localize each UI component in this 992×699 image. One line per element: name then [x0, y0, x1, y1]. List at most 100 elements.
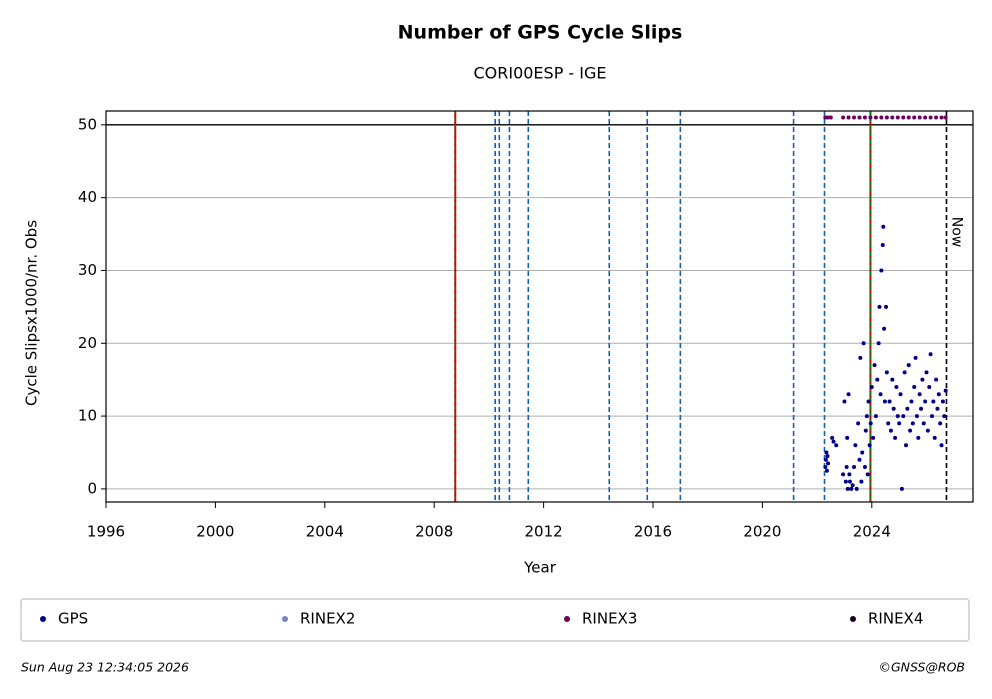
data-point — [867, 443, 872, 448]
x-tick-label: 2024 — [853, 523, 891, 541]
x-tick-label: 2000 — [196, 523, 234, 541]
data-point — [943, 388, 948, 393]
legend-label: RINEX2 — [300, 610, 355, 628]
data-point — [917, 392, 922, 397]
data-point — [921, 421, 926, 426]
chart-subtitle: CORI00ESP - IGE — [473, 64, 606, 83]
legend-marker — [564, 616, 570, 622]
legend-label: RINEX3 — [582, 610, 637, 628]
data-point — [844, 465, 849, 470]
y-tick-label: 0 — [87, 479, 97, 497]
data-point — [895, 414, 900, 419]
data-point — [826, 461, 831, 466]
data-point — [890, 377, 895, 382]
x-axis-label: Year — [523, 559, 557, 577]
data-point — [861, 341, 866, 346]
data-point — [928, 115, 933, 120]
data-point — [924, 370, 929, 375]
data-point — [880, 242, 885, 247]
data-point — [865, 472, 870, 477]
data-point — [934, 115, 939, 120]
y-tick-label: 40 — [78, 188, 97, 206]
data-point — [894, 384, 899, 389]
data-point — [917, 115, 922, 120]
data-point — [884, 304, 889, 309]
data-point — [824, 468, 829, 473]
data-point — [881, 224, 886, 229]
data-point — [871, 435, 876, 440]
data-point — [858, 355, 863, 360]
data-point — [886, 421, 891, 426]
data-point — [931, 399, 936, 404]
plot-frame — [105, 110, 974, 503]
data-point — [912, 384, 917, 389]
data-point — [842, 399, 847, 404]
data-point — [879, 268, 884, 273]
legend-marker — [850, 616, 856, 622]
data-point — [857, 115, 862, 120]
data-point — [940, 399, 945, 404]
data-point — [936, 392, 941, 397]
data-point — [895, 115, 900, 120]
data-point — [826, 115, 831, 120]
data-point — [927, 384, 932, 389]
data-point — [910, 421, 915, 426]
data-point — [943, 115, 948, 120]
x-tick-label: 2004 — [306, 523, 344, 541]
data-point — [859, 479, 864, 484]
y-axis-label: Cycle Slipsx1000/nr. Obs — [23, 220, 41, 406]
data-point — [901, 414, 906, 419]
data-point — [823, 457, 828, 462]
data-point — [888, 428, 893, 433]
data-point — [902, 370, 907, 375]
x-tick-label: 1996 — [87, 523, 125, 541]
data-point — [939, 443, 944, 448]
footer-copyright: ©GNSS@ROB — [878, 660, 965, 675]
data-point — [899, 486, 904, 491]
y-tick-label: 20 — [78, 334, 97, 352]
data-point — [942, 414, 947, 419]
legend-marker — [40, 616, 46, 622]
data-point — [884, 370, 889, 375]
data-point — [862, 115, 867, 120]
data-point — [923, 399, 928, 404]
data-point — [898, 392, 903, 397]
data-point — [854, 486, 859, 491]
data-point — [852, 465, 857, 470]
legend-label: GPS — [58, 610, 88, 628]
x-tick-label: 2008 — [415, 523, 453, 541]
x-tick-label: 2020 — [743, 523, 781, 541]
data-point — [847, 479, 852, 484]
data-point — [923, 115, 928, 120]
data-point — [825, 454, 830, 459]
data-point — [847, 472, 852, 477]
data-point — [893, 435, 898, 440]
data-point — [845, 486, 850, 491]
data-point — [828, 115, 833, 120]
data-point — [884, 115, 889, 120]
legend-label: RINEX4 — [868, 610, 923, 628]
data-point — [906, 363, 911, 368]
data-point — [856, 421, 861, 426]
data-point — [882, 399, 887, 404]
data-point — [830, 435, 835, 440]
data-point — [912, 115, 917, 120]
data-point — [903, 443, 908, 448]
data-point — [934, 377, 939, 382]
data-point — [824, 450, 829, 455]
x-tick-label: 2016 — [634, 523, 672, 541]
x-tick-label: 2012 — [525, 523, 563, 541]
data-point — [864, 414, 869, 419]
data-point — [845, 435, 850, 440]
data-point — [823, 465, 828, 470]
data-point — [841, 472, 846, 477]
data-point — [849, 486, 854, 491]
data-point — [873, 414, 878, 419]
data-point — [846, 392, 851, 397]
legend-marker — [282, 616, 288, 622]
data-point — [882, 326, 887, 331]
data-point — [916, 435, 921, 440]
data-point — [914, 414, 919, 419]
data-point — [850, 483, 855, 488]
